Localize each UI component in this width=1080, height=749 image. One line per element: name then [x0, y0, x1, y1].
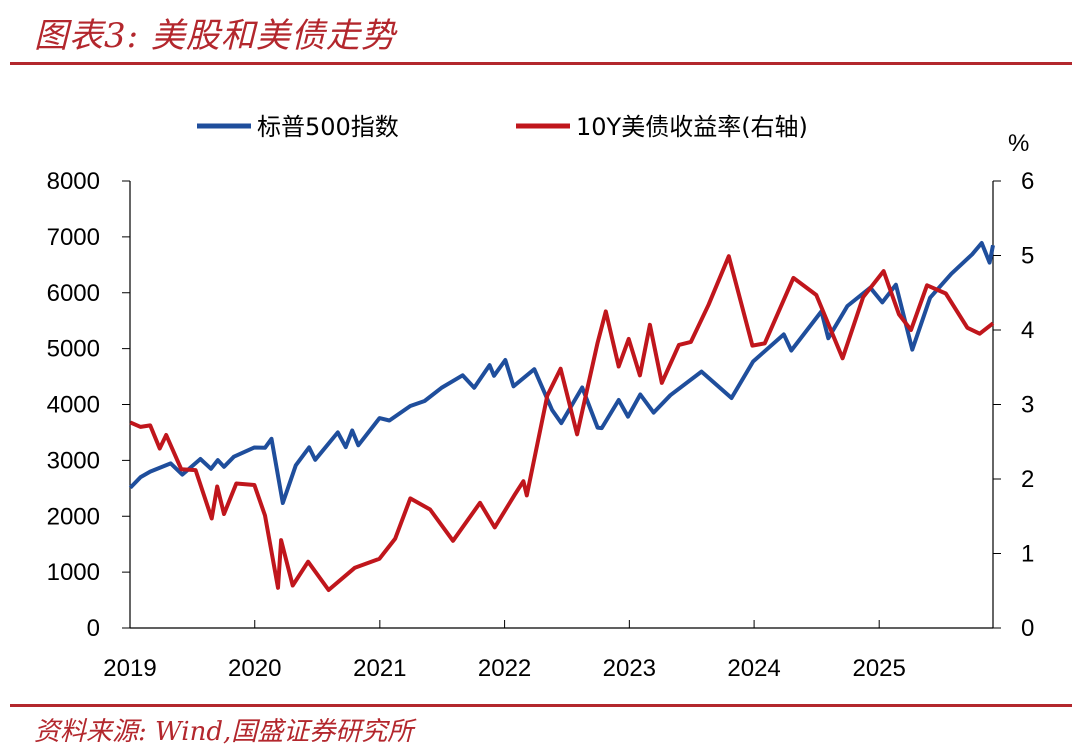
page-title: 图表3: 美股和美债走势	[34, 16, 396, 56]
y-left-tick-label: 0	[87, 615, 100, 642]
chart-area: 标普500指数 10Y美债收益率(右轴) 01000200030004000500…	[47, 113, 1035, 682]
y-left-tick-label: 8000	[47, 168, 100, 195]
y-left-tick-label: 4000	[47, 392, 100, 419]
y-right-tick-label: 6	[1021, 168, 1034, 195]
x-tick-label: 2021	[353, 655, 406, 682]
y-right-tick-label: 5	[1021, 243, 1034, 270]
x-tick-label: 2020	[228, 655, 281, 682]
source-divider	[10, 704, 1072, 707]
sp500-line	[128, 241, 995, 505]
series-lines	[128, 241, 995, 592]
x-tick-label: 2024	[727, 655, 780, 682]
source-note: 资料来源: Wind,国盛证券研究所	[34, 717, 414, 747]
y-right-tick-label: 2	[1021, 466, 1034, 493]
y-right-tick-label: 4	[1021, 317, 1034, 344]
x-tick-label: 2022	[478, 655, 531, 682]
y-left-tick-label: 1000	[47, 559, 100, 586]
y-right-tick-label: 3	[1021, 392, 1034, 419]
y-left-tick-label: 2000	[47, 503, 100, 530]
y-right-unit-label: %	[1008, 130, 1029, 157]
x-tick-label: 2019	[103, 655, 156, 682]
y-left-tick-label: 5000	[47, 336, 100, 363]
legend: 标普500指数 10Y美债收益率(右轴)	[197, 113, 808, 141]
legend-label: 10Y美债收益率(右轴)	[576, 113, 808, 141]
y-left-tick-label: 7000	[47, 224, 100, 251]
y-left-tick-label: 3000	[47, 447, 100, 474]
x-tick-label: 2025	[852, 655, 905, 682]
y-left-tick-label: 6000	[47, 280, 100, 307]
title-divider	[10, 62, 1072, 65]
y-right-tick-label: 0	[1021, 615, 1034, 642]
x-tick-label: 2023	[603, 655, 656, 682]
axes: 0 1000 2000 3000 4000 5000 6000 7000 8000 0 1 2 3 4 5 6…	[47, 130, 1035, 682]
legend-label: 标普500指数	[257, 113, 399, 141]
y-right-tick-label: 1	[1021, 541, 1034, 568]
us10y-yield-line	[129, 254, 995, 592]
